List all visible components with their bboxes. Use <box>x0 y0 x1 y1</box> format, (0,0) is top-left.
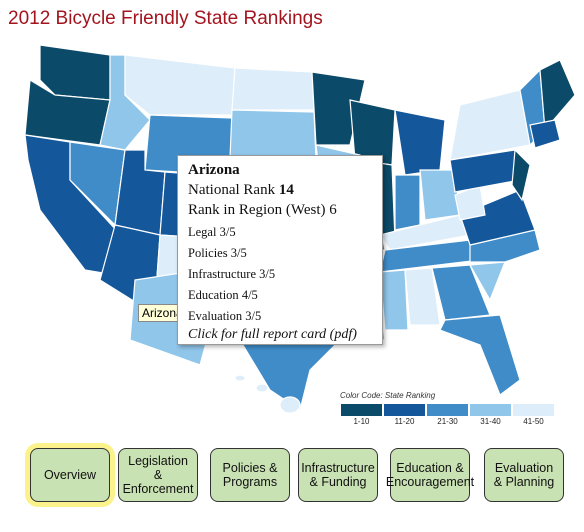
state-popup: Arizona National Rank 14 Rank in Region … <box>177 155 383 345</box>
legend-item: 1-10 <box>340 403 383 426</box>
legend-item: 11-20 <box>383 403 426 426</box>
legend-title: Color Code: State Ranking <box>340 391 436 400</box>
national-rank-value: 14 <box>278 182 294 198</box>
legend-item: 31-40 <box>469 403 512 426</box>
score-value: 3/5 <box>230 246 247 260</box>
report-link[interactable]: Click for full report card (pdf) <box>188 327 357 342</box>
nav-button[interactable]: Overview <box>30 448 110 502</box>
title: 2012 Bicycle Friendly State Rankings <box>8 8 323 29</box>
nav-button[interactable]: Legislation & Enforcement <box>118 448 198 502</box>
hover-label: Arizona <box>138 304 187 322</box>
legend-swatch <box>426 403 469 417</box>
score-row: Education 4/5 <box>188 288 372 303</box>
region-rank-label: Rank in Region (West) <box>188 202 326 218</box>
legend: 1-10 11-20 21-30 31-40 41-50 <box>340 403 555 426</box>
score-row: Infrastructure 3/5 <box>188 267 372 282</box>
nav-button[interactable]: Evaluation & Planning <box>484 448 564 502</box>
legend-label: 41-50 <box>523 417 544 426</box>
score-label: Policies <box>188 246 228 260</box>
legend-label: 11-20 <box>394 417 415 426</box>
score-label: Education <box>188 288 239 302</box>
score-row: Policies 3/5 <box>188 246 372 261</box>
score-value: 3/5 <box>245 309 262 323</box>
legend-item: 41-50 <box>512 403 555 426</box>
score-row: Legal 3/5 <box>188 225 372 240</box>
legend-swatch <box>383 403 426 417</box>
legend-item: 21-30 <box>426 403 469 426</box>
national-rank: National Rank 14 <box>188 182 372 199</box>
legend-label: 21-30 <box>437 417 458 426</box>
region-rank-value: 6 <box>329 202 337 218</box>
national-rank-label: National Rank <box>188 182 276 198</box>
score-label: Legal <box>188 225 217 239</box>
nav-button[interactable]: Infrastructure & Funding <box>298 448 378 502</box>
legend-swatch <box>469 403 512 417</box>
region-rank: Rank in Region (West) 6 <box>188 202 372 219</box>
legend-swatch <box>340 403 383 417</box>
score-label: Evaluation <box>188 309 243 323</box>
score-value: 4/5 <box>241 288 258 302</box>
nav-button[interactable]: Education & Encouragement <box>386 448 474 502</box>
score-value: 3/5 <box>219 225 236 239</box>
score-row: Evaluation 3/5 <box>188 309 372 324</box>
score-label: Infrastructure <box>188 267 257 281</box>
scores: Legal 3/5 Policies 3/5 Infrastructure 3/5 E… <box>188 225 372 324</box>
legend-label: 31-40 <box>480 417 501 426</box>
nav-button[interactable]: Policies & Programs <box>210 448 290 502</box>
legend-swatch <box>512 403 555 417</box>
score-value: 3/5 <box>259 267 276 281</box>
legend-label: 1-10 <box>353 417 370 426</box>
popup-state: Arizona <box>188 162 240 178</box>
